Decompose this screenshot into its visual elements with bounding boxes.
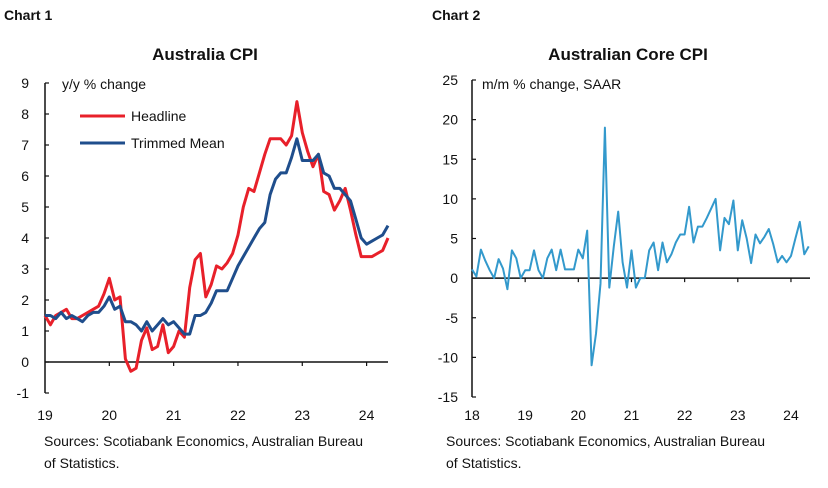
x-tick-label: 21	[166, 407, 182, 423]
chart-2-source-line: Sources: Scotiabank Economics, Australia…	[446, 433, 765, 449]
x-tick-label: 19	[37, 407, 53, 423]
y-tick-label: 8	[21, 106, 29, 122]
chart-1-source: Sources: Scotiabank Economics, Australia…	[44, 433, 363, 471]
chart-1-ylabel: y/y % change	[62, 76, 146, 92]
chart-2-title: Australian Core CPI	[548, 45, 708, 64]
x-tick-label: 23	[294, 407, 310, 423]
x-tick-label: 18	[464, 407, 480, 423]
x-tick-label: 24	[783, 407, 799, 423]
chart-1-source-line: Sources: Scotiabank Economics, Australia…	[44, 433, 363, 449]
x-tick-label: 22	[230, 407, 246, 423]
x-tick-label: 21	[624, 407, 640, 423]
x-tick-label: 19	[517, 407, 533, 423]
y-tick-label: 6	[21, 168, 29, 184]
y-tick-label: 5	[450, 231, 458, 247]
y-tick-label: -10	[438, 349, 458, 365]
chart-1: Chart 1 Australia CPI y/y % change Headl…	[4, 7, 390, 471]
legend-label-headline: Headline	[131, 108, 186, 124]
y-tick-label: 0	[21, 354, 29, 370]
y-tick-label: 7	[21, 137, 29, 153]
x-tick-label: 20	[102, 407, 118, 423]
y-tick-label: 4	[21, 230, 29, 246]
y-tick-label: 5	[21, 199, 29, 215]
core-cpi-line	[471, 126, 810, 367]
trimmed-mean-line	[45, 137, 390, 336]
y-tick-label: 0	[450, 270, 458, 286]
y-tick-label: 1	[21, 323, 29, 339]
chart-1-label: Chart 1	[4, 7, 52, 23]
y-tick-label: 10	[442, 191, 458, 207]
y-tick-label: 2	[21, 292, 29, 308]
chart-2: Chart 2 Australian Core CPI m/m % change…	[432, 7, 810, 471]
x-tick-label: 20	[571, 407, 587, 423]
chart-1-title: Australia CPI	[152, 45, 258, 64]
y-tick-label: -1	[17, 385, 30, 401]
chart-1-legend: Headline Trimmed Mean	[80, 108, 225, 151]
legend-label-trimmed-mean: Trimmed Mean	[131, 135, 225, 151]
headline-line	[43, 100, 390, 373]
chart-2-source: Sources: Scotiabank Economics, Australia…	[446, 433, 765, 471]
chart-2-ylabel: m/m % change, SAAR	[482, 76, 621, 92]
y-tick-label: -5	[446, 310, 459, 326]
chart-2-label: Chart 2	[432, 7, 480, 23]
y-tick-label: 25	[442, 72, 458, 88]
x-tick-label: 22	[677, 407, 693, 423]
chart-1-source-line: of Statistics.	[44, 455, 119, 471]
y-tick-label: 9	[21, 75, 29, 91]
y-tick-label: 15	[442, 151, 458, 167]
y-tick-label: 20	[442, 112, 458, 128]
chart-2-source-line: of Statistics.	[446, 455, 521, 471]
y-tick-label: 3	[21, 261, 29, 277]
x-tick-label: 23	[730, 407, 746, 423]
x-tick-label: 24	[359, 407, 375, 423]
y-tick-label: -15	[438, 389, 458, 405]
